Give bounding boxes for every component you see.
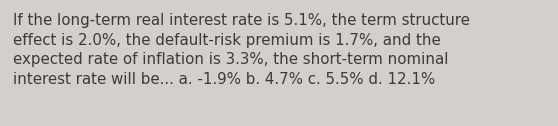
- Text: If the long-term real interest rate is 5.1%, the term structure
effect is 2.0%, : If the long-term real interest rate is 5…: [13, 13, 470, 87]
